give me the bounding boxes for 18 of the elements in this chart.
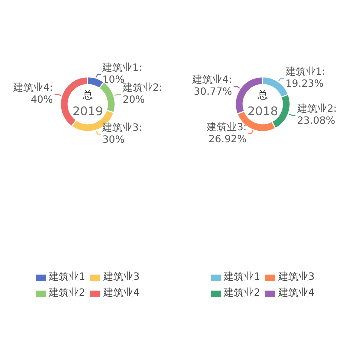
text: 2018 (248, 104, 278, 119)
data-label: 建筑业1: 19.23% (284, 66, 326, 90)
legend-label: 建筑业4 (104, 286, 140, 300)
legend-label: 建筑业2 (49, 286, 86, 300)
data-label: 建筑业3: 26.92% (206, 121, 247, 146)
legend-label: 建筑业3 (278, 270, 315, 284)
legend-label: 建筑业4 (278, 286, 315, 300)
legend-label: 建筑业1 (49, 270, 86, 284)
data-label: 建筑业3: 30% (102, 122, 142, 146)
data-label: 建筑业4: 40% (12, 82, 54, 106)
text: 总 (82, 90, 93, 102)
data-label: 建筑业4: 30.77% (191, 74, 232, 98)
text: 2019 (72, 104, 104, 119)
legend-label: 建筑业1 (224, 270, 260, 284)
legend-label: 建筑业3 (104, 270, 140, 284)
data-label: 建筑业2: 23.08% (296, 103, 338, 128)
text: 总 (257, 90, 268, 102)
legend-label: 建筑业2 (224, 286, 260, 300)
